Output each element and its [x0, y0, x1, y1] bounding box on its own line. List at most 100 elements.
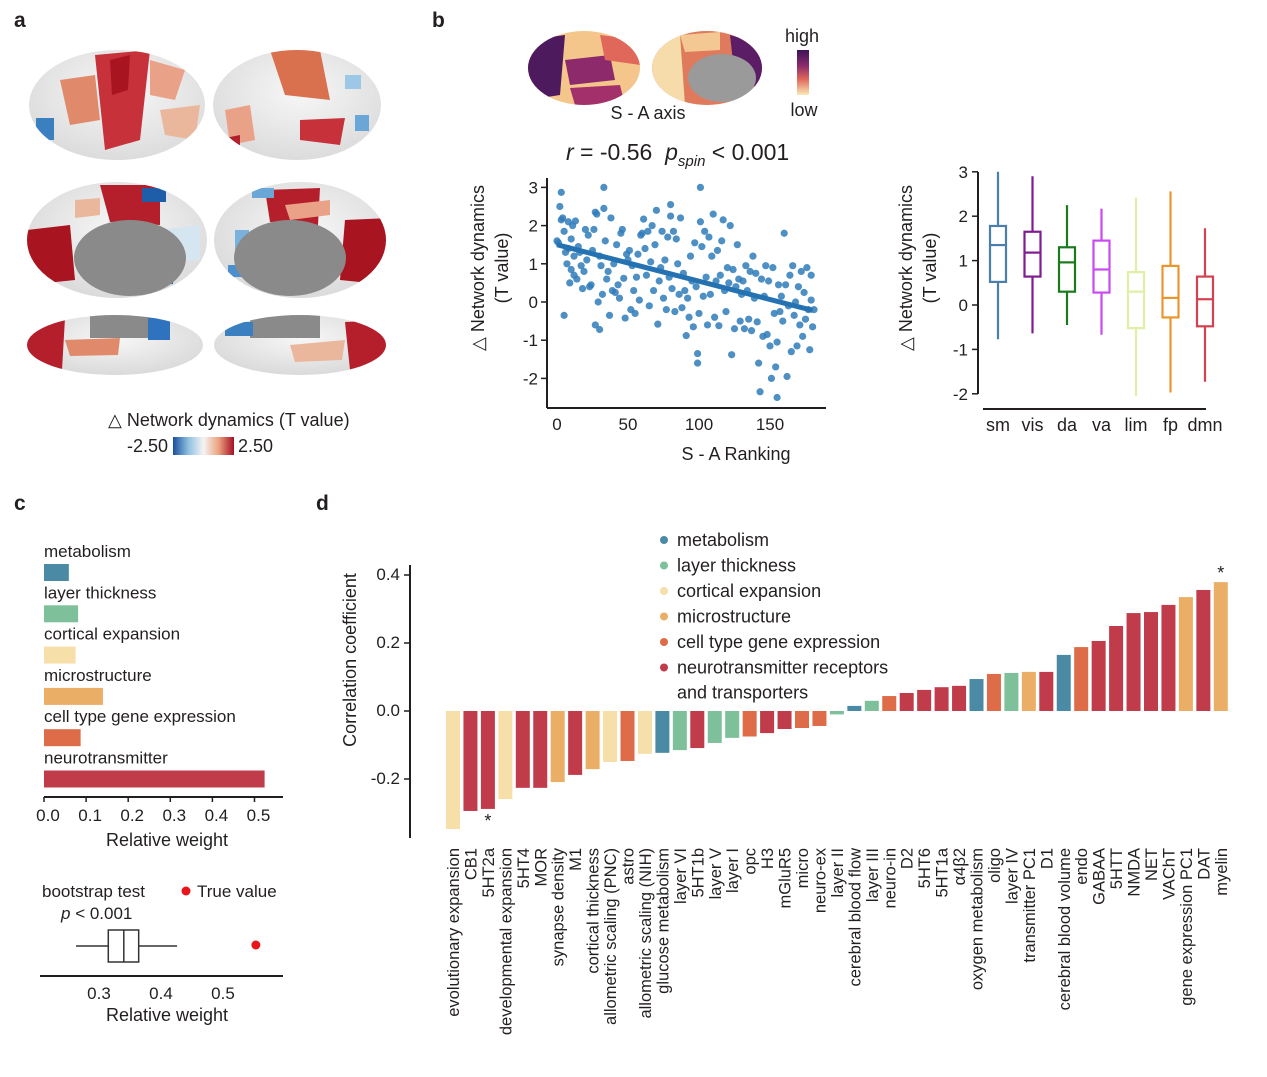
scatter-point: [783, 372, 791, 381]
scatter-point: [658, 227, 666, 235]
y-axis-label: Correlation coefficient: [340, 573, 360, 747]
scatter-point: [701, 227, 709, 235]
x-tick-label: 0.4: [205, 806, 229, 825]
scatter-point: [696, 218, 705, 226]
scatter-point: [807, 296, 815, 304]
y-tick-label: -1: [523, 331, 538, 350]
category-label-vis: vis: [1022, 415, 1044, 435]
scatter-point: [615, 294, 624, 302]
scatter-point: [796, 321, 804, 329]
scatter-point: [567, 265, 575, 274]
scatter-point: [671, 307, 679, 316]
scatter-point: [776, 307, 784, 316]
scatter-point: [730, 325, 739, 333]
correlation-bar-neurotransmitter: [1109, 626, 1124, 711]
legend-label-microstructure: microstructure: [677, 607, 791, 627]
scatter-point: [674, 260, 682, 268]
correlation-bar-neurotransmitter: [952, 685, 967, 711]
scatter-point: [645, 302, 653, 310]
scatter-point: [766, 342, 774, 350]
bar-label: MOR: [532, 848, 550, 887]
x-tick-label: 0.0: [36, 806, 60, 825]
correlation-bar-cell_type: [882, 696, 897, 711]
brain-sa-axis-medial: [652, 31, 762, 105]
bar-label: layer II: [829, 848, 847, 898]
bar-label: M1: [567, 848, 585, 871]
bar-label: developmental expansion: [497, 848, 515, 1035]
scatter-point: [745, 315, 753, 323]
brain-ventral-left: [27, 315, 203, 375]
scatter-point: [755, 359, 763, 367]
bar-label: NET: [1143, 848, 1161, 881]
scatter-point: [669, 227, 678, 235]
correlation-bar-microstructure: [585, 711, 600, 770]
scatter-point: [631, 309, 639, 318]
legend-marker-metabolism: [660, 536, 668, 544]
stat-r: r: [566, 139, 575, 165]
category-label-va: va: [1092, 415, 1112, 435]
regression-line: [556, 242, 814, 313]
scatter-point: [716, 271, 724, 279]
scatter-point: [597, 262, 605, 270]
bar-label: VAChT: [1160, 848, 1178, 900]
scatter-point: [809, 323, 817, 331]
scatter-point: [806, 346, 814, 354]
x-tick-label: 0.4: [149, 984, 173, 1003]
y-axis-label-line1: △ Network dynamics: [896, 185, 916, 351]
scatter-point: [772, 363, 780, 371]
correlation-bar-layer_thickness: [725, 711, 740, 738]
legend-label-cortical_expansion: cortical expansion: [677, 581, 821, 601]
scatter-point: [676, 214, 685, 222]
correlation-bar-neurotransmitter: [568, 711, 583, 775]
correlation-bar-chart: 0.4 0.2 0.0 -0.2 Correlation coefficient evol…: [340, 530, 1231, 1035]
brain-lateral-right: [213, 50, 381, 160]
scatter-point: [664, 233, 672, 241]
scatter-point: [640, 215, 648, 223]
bar-label: layer III: [864, 848, 882, 902]
scatter-point: [740, 325, 749, 333]
legend-marker-microstructure: [660, 612, 668, 621]
box-da: [1057, 246, 1077, 293]
bar-label: 5HTT: [1108, 848, 1126, 889]
p-threshold: < 0.001: [70, 904, 132, 923]
scatter-point: [655, 277, 663, 285]
true-value-legend-marker: [181, 886, 191, 896]
brain-lateral-left: [29, 50, 205, 160]
x-tick-label: 0.5: [247, 806, 271, 825]
correlation-bar-neurotransmitter: [480, 711, 495, 809]
correlation-bar-neurotransmitter: [533, 711, 548, 788]
scatter-point: [787, 348, 795, 356]
scatter-point: [728, 351, 736, 359]
scatter-point: [635, 296, 643, 304]
scatter-point: [681, 286, 689, 295]
weight-bar-cortical_expansion: [44, 646, 76, 664]
correlation-bar-layer_thickness: [672, 711, 687, 751]
weight-bar-neurotransmitter: [44, 770, 265, 788]
scatter-point: [594, 298, 602, 306]
scatter-point: [722, 307, 730, 316]
scatter-point: [729, 265, 737, 274]
bar-label: gene expression PC1: [1178, 848, 1196, 1006]
bar-label: α4β2: [951, 848, 969, 885]
scatter-point: [689, 323, 697, 331]
correlation-bar-microstructure: [550, 711, 565, 783]
y-tick-label: 3: [529, 178, 538, 197]
bar-label: 5HT1a: [934, 847, 952, 897]
scatter-point: [625, 246, 634, 255]
scatter-point: [797, 267, 805, 276]
scatter-point: [590, 225, 598, 234]
scatter-point: [803, 264, 811, 272]
scatter-point: [591, 321, 599, 329]
scatter-point: [780, 229, 788, 237]
scatter-point: [756, 388, 764, 396]
scatter-point: [706, 290, 714, 298]
scatter-point: [593, 210, 601, 218]
bar-label: oligo: [986, 848, 1004, 883]
correlation-bar-neurotransmitter: [1161, 604, 1176, 711]
scatter-point: [719, 216, 727, 224]
scatter-point: [598, 290, 607, 298]
bar-label: mGluR5: [777, 848, 795, 909]
scatter-point: [698, 243, 706, 251]
scatter-point: [563, 260, 571, 268]
bar-label: myelin: [1213, 848, 1231, 896]
